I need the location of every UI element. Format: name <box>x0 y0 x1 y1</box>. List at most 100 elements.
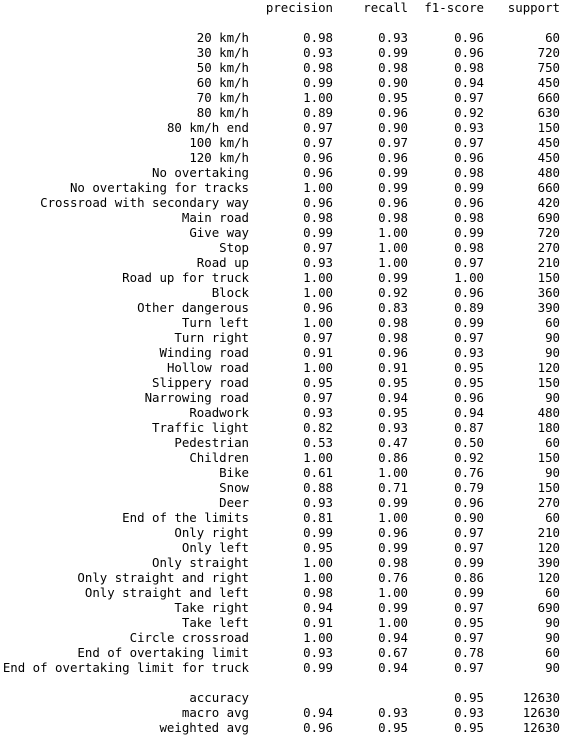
row-label: 30 km/h <box>196 45 249 60</box>
recall-value: 0.96 <box>378 345 408 360</box>
class-row: Bike 0.61 1.00 0.76 90 <box>0 465 565 480</box>
row-label: Bike <box>219 465 249 480</box>
row-label: weighted avg <box>159 720 249 735</box>
row-label: Narrowing road <box>144 390 249 405</box>
row-label: Winding road <box>159 345 249 360</box>
support-value: 210 <box>537 255 560 270</box>
recall-value: 0.99 <box>378 270 408 285</box>
f1-score-value: 0.95 <box>454 690 484 705</box>
row-label: Slippery road <box>152 375 249 390</box>
support-value: 720 <box>537 45 560 60</box>
row-label: 20 km/h <box>196 30 249 45</box>
precision-value: 0.96 <box>303 720 333 735</box>
class-row: 100 km/h 0.97 0.97 0.97 450 <box>0 135 565 150</box>
f1-score-value: 0.76 <box>454 465 484 480</box>
f1-score-value: 0.78 <box>454 645 484 660</box>
row-label: Hollow road <box>166 360 249 375</box>
precision-value: 0.89 <box>303 105 333 120</box>
support-value: 270 <box>537 240 560 255</box>
support-value: 660 <box>537 90 560 105</box>
support-value: 90 <box>545 465 560 480</box>
support-value: 660 <box>537 180 560 195</box>
precision-value: 0.96 <box>303 150 333 165</box>
row-label: accuracy <box>189 690 249 705</box>
class-row: Traffic light 0.82 0.93 0.87 180 <box>0 420 565 435</box>
class-row: 20 km/h 0.98 0.93 0.96 60 <box>0 30 565 45</box>
precision-value: 0.53 <box>303 435 333 450</box>
recall-value: 0.96 <box>378 525 408 540</box>
precision-value: 0.99 <box>303 75 333 90</box>
row-label: Turn right <box>174 330 249 345</box>
f1-score-value: 0.97 <box>454 255 484 270</box>
f1-score-value: 0.97 <box>454 330 484 345</box>
precision-value: 0.88 <box>303 480 333 495</box>
precision-value: 0.97 <box>303 240 333 255</box>
recall-value: 0.90 <box>378 75 408 90</box>
summary-row: accuracy 0.95 12630 <box>0 690 565 705</box>
support-value: 60 <box>545 645 560 660</box>
recall-value: 0.97 <box>378 135 408 150</box>
support-value: 150 <box>537 450 560 465</box>
class-row: Take right 0.94 0.99 0.97 690 <box>0 600 565 615</box>
f1-score-value: 0.98 <box>454 165 484 180</box>
precision-value: 0.82 <box>303 420 333 435</box>
recall-value: 0.99 <box>378 45 408 60</box>
precision-header: precision <box>265 0 333 15</box>
f1-score-value: 0.99 <box>454 585 484 600</box>
f1-score-value: 0.95 <box>454 720 484 735</box>
row-label: Only right <box>174 525 249 540</box>
header-row: precision recall f1-score support <box>0 0 565 15</box>
class-row: 70 km/h 1.00 0.95 0.97 660 <box>0 90 565 105</box>
f1-score-value: 0.96 <box>454 45 484 60</box>
precision-value: 0.81 <box>303 510 333 525</box>
class-row: 80 km/h 0.89 0.96 0.92 630 <box>0 105 565 120</box>
f1-score-value: 0.94 <box>454 75 484 90</box>
support-value: 60 <box>545 435 560 450</box>
class-row: No overtaking for tracks 1.00 0.99 0.99 660 <box>0 180 565 195</box>
support-value: 120 <box>537 540 560 555</box>
recall-value: 0.95 <box>378 375 408 390</box>
recall-value: 0.94 <box>378 390 408 405</box>
support-value: 150 <box>537 270 560 285</box>
support-value: 90 <box>545 630 560 645</box>
recall-value: 0.99 <box>378 165 408 180</box>
class-row: Winding road 0.91 0.96 0.93 90 <box>0 345 565 360</box>
precision-value: 0.97 <box>303 120 333 135</box>
support-value: 390 <box>537 300 560 315</box>
row-label: 100 km/h <box>189 135 249 150</box>
class-row: Narrowing road 0.97 0.94 0.96 90 <box>0 390 565 405</box>
f1-score-value: 0.95 <box>454 375 484 390</box>
recall-value: 1.00 <box>378 615 408 630</box>
recall-value: 0.93 <box>378 705 408 720</box>
support-value: 12630 <box>522 690 560 705</box>
row-label: No overtaking for tracks <box>69 180 249 195</box>
class-row: Hollow road 1.00 0.91 0.95 120 <box>0 360 565 375</box>
precision-value: 0.98 <box>303 210 333 225</box>
f1-score-header: f1-score <box>424 0 484 15</box>
class-row: Turn right 0.97 0.98 0.97 90 <box>0 330 565 345</box>
precision-value: 0.97 <box>303 390 333 405</box>
support-value: 90 <box>545 390 560 405</box>
row-label: Take right <box>174 600 249 615</box>
recall-value: 0.90 <box>378 120 408 135</box>
support-value: 360 <box>537 285 560 300</box>
precision-value: 1.00 <box>303 555 333 570</box>
f1-score-value: 0.98 <box>454 210 484 225</box>
precision-value: 0.61 <box>303 465 333 480</box>
support-value: 420 <box>537 195 560 210</box>
precision-value: 0.97 <box>303 330 333 345</box>
row-label: Stop <box>219 240 249 255</box>
support-value: 90 <box>545 615 560 630</box>
recall-value: 0.91 <box>378 360 408 375</box>
row-label: Snow <box>219 480 249 495</box>
precision-value: 0.94 <box>303 600 333 615</box>
row-label: End of overtaking limit for truck <box>2 660 249 675</box>
recall-value: 0.95 <box>378 405 408 420</box>
class-row: End of overtaking limit for truck 0.99 0.9… <box>0 660 565 675</box>
support-value: 120 <box>537 360 560 375</box>
row-label: End of the limits <box>122 510 249 525</box>
precision-value: 0.99 <box>303 660 333 675</box>
row-label: Other dangerous <box>137 300 249 315</box>
class-row: Turn left 1.00 0.98 0.99 60 <box>0 315 565 330</box>
